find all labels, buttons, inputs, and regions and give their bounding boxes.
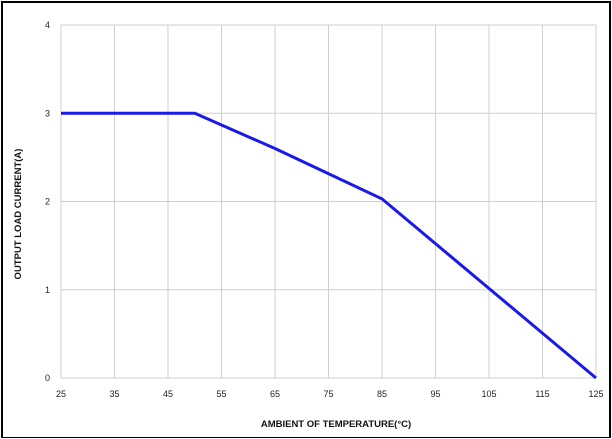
- x-tick-label: 75: [323, 389, 333, 399]
- y-tick-label: 2: [45, 197, 50, 207]
- y-tick-label: 3: [45, 108, 50, 118]
- x-tick-label: 105: [481, 389, 496, 399]
- y-tick-label: 1: [45, 285, 50, 295]
- y-tick-label: 4: [45, 20, 50, 30]
- x-tick-label: 45: [163, 389, 173, 399]
- series-line: [61, 111, 597, 380]
- x-tick-label: 115: [535, 389, 549, 399]
- x-axis-title: AMBIENT OF TEMPERATURE(°C): [261, 419, 411, 430]
- grid: [60, 24, 597, 379]
- x-tick-label: 55: [216, 389, 226, 399]
- x-tick-label: 25: [56, 389, 66, 399]
- series-layer: [61, 111, 597, 380]
- x-tick-labels: 25 35 45 55 65 75 85 95 105 115 125: [56, 389, 604, 399]
- x-tick-label: 95: [430, 389, 440, 399]
- x-tick-label: 85: [377, 389, 387, 399]
- x-tick-label: 65: [270, 389, 280, 399]
- y-axis-title: OUTPUT LOAD CURRENT(A): [13, 149, 24, 280]
- x-tick-label: 125: [588, 389, 603, 399]
- x-tick-label: 35: [109, 389, 119, 399]
- y-tick-label: 0: [45, 373, 50, 383]
- y-tick-labels: 0 1 2 3 4: [45, 20, 50, 383]
